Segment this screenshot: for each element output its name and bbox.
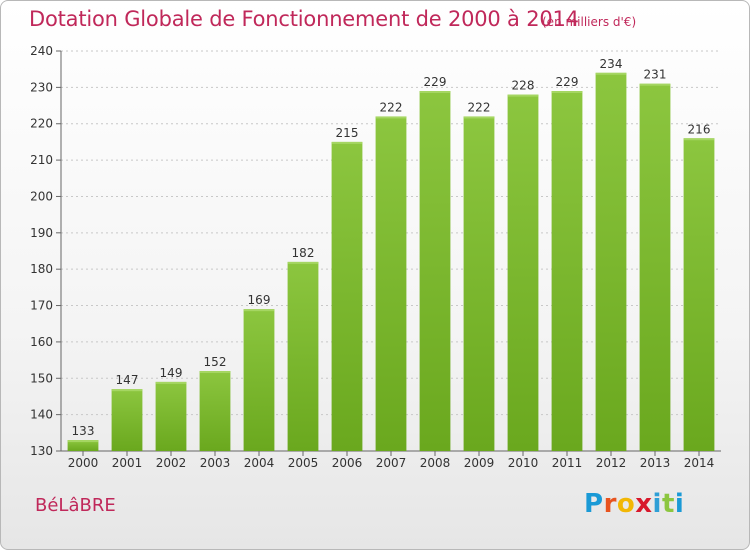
y-tick-label: 150 xyxy=(30,371,53,385)
bar-highlight xyxy=(595,72,627,75)
bar-highlight xyxy=(419,91,451,93)
value-label-2012: 234 xyxy=(600,57,623,71)
x-tick-label-2011: 2011 xyxy=(552,456,583,470)
logo-letter: x xyxy=(635,489,653,519)
y-tick-label: 200 xyxy=(30,189,53,203)
unit-note: (en milliers d'€) xyxy=(542,15,637,29)
bar-2007 xyxy=(375,116,407,452)
value-label-2013: 231 xyxy=(644,68,667,82)
y-tick-label: 190 xyxy=(30,226,53,240)
y-tick-label: 160 xyxy=(30,335,53,349)
bar-highlight xyxy=(155,381,187,384)
logo-letter: t xyxy=(661,489,675,519)
bar-highlight xyxy=(199,371,231,373)
bar-highlight xyxy=(639,83,671,86)
bar-highlight xyxy=(111,389,143,392)
value-label-2005: 182 xyxy=(292,246,315,260)
value-label-2004: 169 xyxy=(248,293,271,307)
y-tick-label: 130 xyxy=(30,444,53,458)
value-labels: 133 147 149 152 169 182 215 222 229 222 228 229 234 2… xyxy=(72,57,711,438)
commune-name: BéLâBRE xyxy=(35,495,116,516)
value-label-2008: 229 xyxy=(424,75,447,89)
bar-2005 xyxy=(287,261,319,451)
x-tick-label-2000: 2000 xyxy=(68,456,99,470)
bar-2000 xyxy=(67,440,99,451)
value-label-2011: 229 xyxy=(556,75,579,89)
value-label-2009: 222 xyxy=(468,100,491,114)
logo-letter: P xyxy=(584,489,604,519)
y-tick-label: 140 xyxy=(30,408,53,422)
bar-2002 xyxy=(155,381,187,451)
bar-2011 xyxy=(551,91,583,451)
bar-2001 xyxy=(111,389,143,451)
bar-highlight xyxy=(507,94,539,97)
x-tick-label-2012: 2012 xyxy=(596,456,627,470)
bar-highlight xyxy=(331,141,363,144)
value-label-2007: 222 xyxy=(380,100,403,114)
x-tick-label-2008: 2008 xyxy=(420,456,451,470)
value-label-2001: 147 xyxy=(116,373,139,387)
bar-highlight xyxy=(67,440,99,443)
value-label-2002: 149 xyxy=(160,366,183,380)
bar-highlight xyxy=(375,116,407,119)
y-tick-label: 210 xyxy=(30,153,53,167)
y-tick-label: 180 xyxy=(30,262,53,276)
bar-2003 xyxy=(199,371,231,451)
bar-2008 xyxy=(419,91,451,451)
value-label-2000: 133 xyxy=(72,424,95,438)
bar-highlight xyxy=(551,91,583,93)
bar-2014 xyxy=(683,138,715,452)
bar-2012 xyxy=(595,72,627,452)
y-tick-label: 240 xyxy=(30,44,53,58)
bar-2004 xyxy=(243,309,275,451)
x-tick-label-2014: 2014 xyxy=(684,456,715,470)
y-tick-label: 170 xyxy=(30,299,53,313)
x-tick-label-2002: 2002 xyxy=(156,456,187,470)
bar-2009 xyxy=(463,116,495,452)
y-tick-label: 230 xyxy=(30,80,53,94)
bar-2010 xyxy=(507,94,539,452)
x-tick-label-2005: 2005 xyxy=(288,456,319,470)
bar-2013 xyxy=(639,83,671,452)
value-label-2014: 216 xyxy=(688,122,711,136)
value-label-2006: 215 xyxy=(336,126,359,140)
x-tick-label-2003: 2003 xyxy=(200,456,231,470)
value-label-2010: 228 xyxy=(512,79,535,93)
x-tick-label-2009: 2009 xyxy=(464,456,495,470)
logo-letter: i xyxy=(674,489,685,519)
bar-highlight xyxy=(287,261,319,264)
x-tick-label-2007: 2007 xyxy=(376,456,407,470)
x-tick-label-2006: 2006 xyxy=(332,456,363,470)
proxiti-logo: Proxiti xyxy=(584,489,684,519)
bar-2006 xyxy=(331,141,363,451)
logo-letter: o xyxy=(616,489,636,519)
value-label-2003: 152 xyxy=(204,355,227,369)
x-tick-label-2004: 2004 xyxy=(244,456,275,470)
logo-letter: i xyxy=(652,489,662,519)
x-tick-label-2001: 2001 xyxy=(112,456,143,470)
bar-highlight xyxy=(243,309,275,312)
bar-highlight xyxy=(683,138,715,141)
logo-letter: r xyxy=(603,489,617,519)
bar-highlight xyxy=(463,116,495,119)
bars xyxy=(67,72,715,452)
x-tick-label-2013: 2013 xyxy=(640,456,671,470)
x-tick-label-2010: 2010 xyxy=(508,456,539,470)
chart-title: Dotation Globale de Fonctionnement de 20… xyxy=(29,7,579,31)
y-tick-label: 220 xyxy=(30,117,53,131)
